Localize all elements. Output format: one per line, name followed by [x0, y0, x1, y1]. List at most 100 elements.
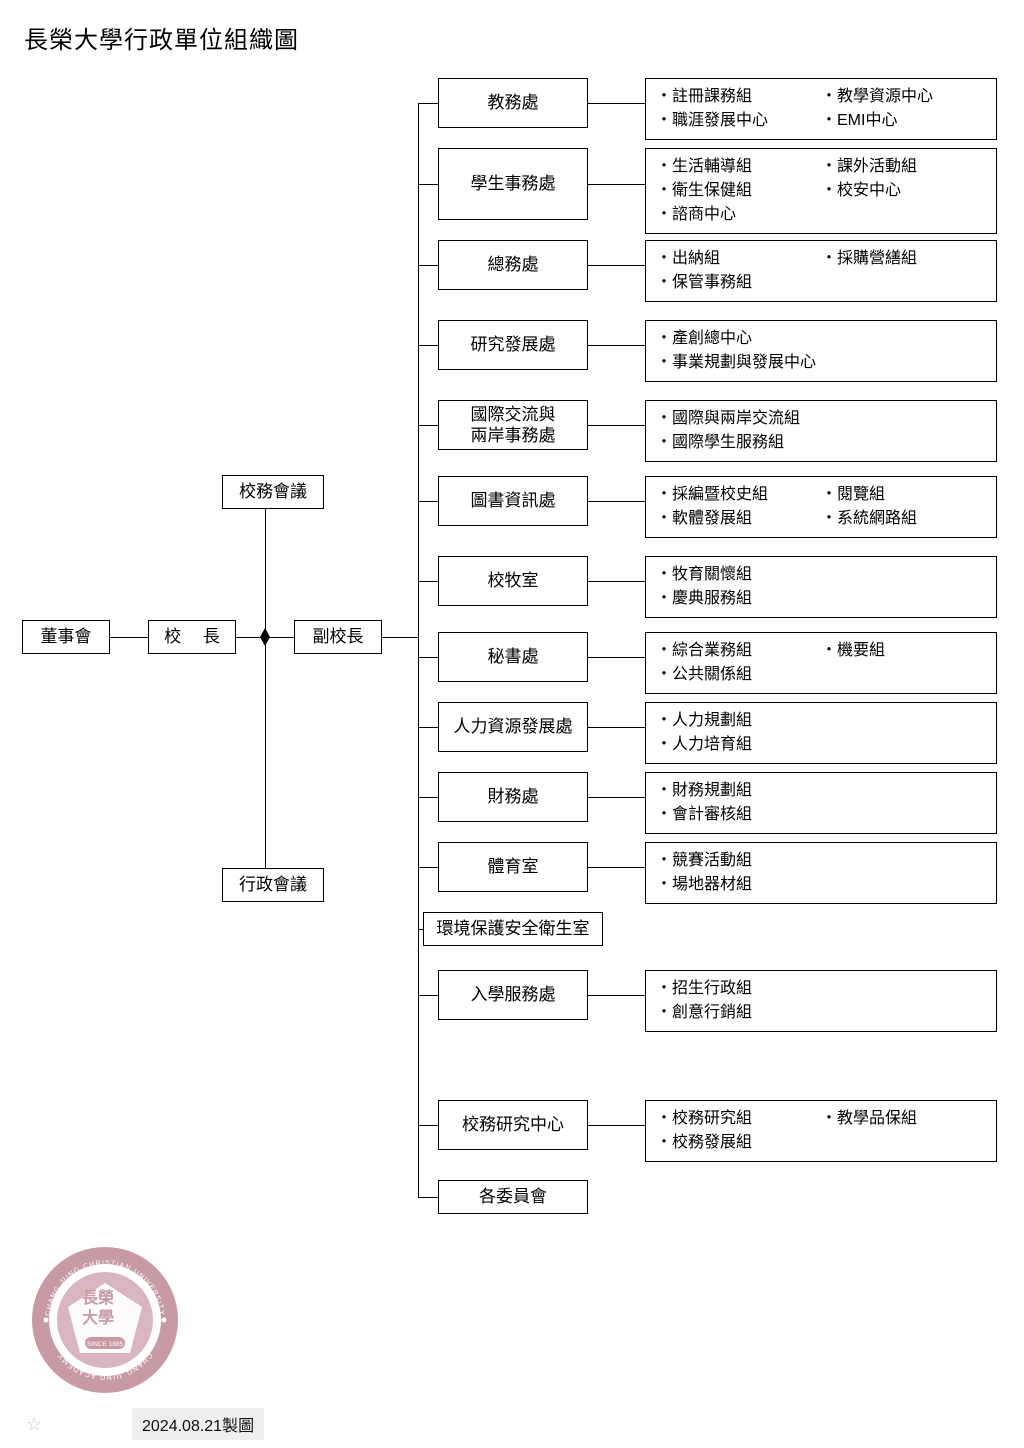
sub-row: ・財務規劃組: [656, 779, 986, 803]
connector: [418, 727, 438, 728]
sub-row: ・保管事務組: [656, 271, 986, 295]
dept-box: 校牧室: [438, 556, 588, 606]
sub-row: ・職涯發展中心・EMI中心: [656, 109, 986, 133]
sub-item: ・職涯發展中心: [656, 109, 821, 133]
sub-box: ・採編暨校史組・閱覽組・軟體發展組・系統網路組: [645, 476, 997, 538]
sub-row: ・校務研究組・教學品保組: [656, 1107, 986, 1131]
org-box-board: 董事會: [22, 620, 110, 654]
sub-item: ・人力培育組: [656, 733, 752, 757]
star-icon: ☆: [26, 1414, 42, 1435]
dept-box: 體育室: [438, 842, 588, 892]
sub-row: ・產創總中心: [656, 327, 986, 351]
sub-item: ・招生行政組: [656, 977, 752, 1001]
sub-row: ・人力培育組: [656, 733, 986, 757]
sub-item: ・財務規劃組: [656, 779, 752, 803]
dept-box: 人力資源發展處: [438, 702, 588, 752]
org-box-pres: 校 長: [148, 620, 236, 654]
sub-item: ・事業規劃與發展中心: [656, 351, 816, 375]
sub-item: ・校務發展組: [656, 1131, 752, 1155]
dept-box: 總務處: [438, 240, 588, 290]
university-seal: CHANG JUNG CHRISTIAN UNIVERSITY CHANG JU…: [30, 1245, 180, 1395]
connector: [588, 867, 645, 868]
dept-box: 入學服務處: [438, 970, 588, 1020]
sub-box: ・國際與兩岸交流組・國際學生服務組: [645, 400, 997, 462]
sub-row: ・國際與兩岸交流組: [656, 407, 986, 431]
connector: [418, 501, 438, 502]
sub-row: ・公共關係組: [656, 663, 986, 687]
dept-box: 研究發展處: [438, 320, 588, 370]
sub-row: ・校務發展組: [656, 1131, 986, 1155]
dept-box: 環境保護安全衛生室: [423, 912, 603, 946]
sub-box: ・註冊課務組・教學資源中心・職涯發展中心・EMI中心: [645, 78, 997, 140]
sub-box: ・產創總中心・事業規劃與發展中心: [645, 320, 997, 382]
dept-box: 財務處: [438, 772, 588, 822]
connector: [418, 657, 438, 658]
sub-box: ・生活輔導組・課外活動組・衛生保健組・校安中心・諮商中心: [645, 148, 997, 234]
sub-item: ・課外活動組: [821, 155, 986, 179]
sub-item: ・會計審核組: [656, 803, 752, 827]
sub-row: ・國際學生服務組: [656, 431, 986, 455]
sub-item: ・EMI中心: [821, 109, 986, 133]
sub-item: ・軟體發展組: [656, 507, 821, 531]
sub-box: ・人力規劃組・人力培育組: [645, 702, 997, 764]
dept-box: 秘書處: [438, 632, 588, 682]
connector: [418, 1197, 438, 1198]
org-box-council: 校務會議: [222, 475, 324, 509]
dept-box: 學生事務處: [438, 148, 588, 220]
sub-box: ・牧育關懷組・慶典服務組: [645, 556, 997, 618]
connector: [418, 103, 438, 104]
connector: [588, 103, 645, 104]
connector: [418, 1125, 438, 1126]
sub-item: ・產創總中心: [656, 327, 752, 351]
connector: [588, 265, 645, 266]
connector: [588, 1125, 645, 1126]
connector: [382, 637, 418, 638]
arrow-icon: [260, 628, 270, 637]
sub-item: ・生活輔導組: [656, 155, 821, 179]
connector: [588, 425, 645, 426]
sub-row: ・註冊課務組・教學資源中心: [656, 85, 986, 109]
dept-box: 各委員會: [438, 1180, 588, 1214]
sub-item: ・國際學生服務組: [656, 431, 784, 455]
date-label: 2024.08.21製圖: [132, 1408, 264, 1440]
sub-item: ・創意行銷組: [656, 1001, 752, 1025]
dept-box: 國際交流與 兩岸事務處: [438, 400, 588, 450]
sub-item: ・校安中心: [821, 179, 986, 203]
sub-item: ・公共關係組: [656, 663, 752, 687]
sub-item: ・諮商中心: [656, 203, 736, 227]
sub-item: ・機要組: [821, 639, 986, 663]
sub-row: ・採編暨校史組・閱覽組: [656, 483, 986, 507]
sub-item: ・註冊課務組: [656, 85, 821, 109]
connector: [588, 184, 645, 185]
sub-item: ・採編暨校史組: [656, 483, 821, 507]
sub-item: ・保管事務組: [656, 271, 752, 295]
sub-row: ・場地器材組: [656, 873, 986, 897]
sub-row: ・出納組・採購營繕組: [656, 247, 986, 271]
connector: [588, 727, 645, 728]
sub-row: ・衛生保健組・校安中心: [656, 179, 986, 203]
connector: [418, 184, 438, 185]
connector: [418, 867, 438, 868]
sub-item: ・採購營繕組: [821, 247, 986, 271]
dept-box: 校務研究中心: [438, 1100, 588, 1150]
sub-item: ・校務研究組: [656, 1107, 821, 1131]
connector: [418, 103, 419, 1197]
connector: [110, 637, 148, 638]
connector: [588, 345, 645, 346]
sub-box: ・校務研究組・教學品保組・校務發展組: [645, 1100, 997, 1162]
sub-row: ・牧育關懷組: [656, 563, 986, 587]
arrow-icon: [260, 637, 270, 646]
dept-box: 圖書資訊處: [438, 476, 588, 526]
sub-row: ・事業規劃與發展中心: [656, 351, 986, 375]
sub-row: ・綜合業務組・機要組: [656, 639, 986, 663]
connector: [418, 797, 438, 798]
page-title: 長榮大學行政單位組織圖: [24, 20, 299, 55]
svg-text:SINCE 1885: SINCE 1885: [87, 1341, 124, 1348]
sub-row: ・競賽活動組: [656, 849, 986, 873]
svg-text:長榮: 長榮: [82, 1288, 114, 1307]
sub-item: ・綜合業務組: [656, 639, 821, 663]
sub-box: ・招生行政組・創意行銷組: [645, 970, 997, 1032]
org-box-admin: 行政會議: [222, 868, 324, 902]
connector: [588, 501, 645, 502]
sub-item: ・出納組: [656, 247, 821, 271]
